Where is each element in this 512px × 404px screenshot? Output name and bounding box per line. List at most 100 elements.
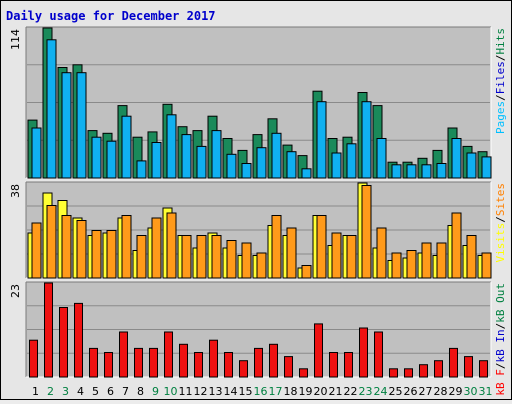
bar-kb-f-day-2 — [44, 282, 53, 378]
bar-files-day-25 — [391, 164, 402, 179]
bar-files-day-21 — [331, 152, 342, 179]
bar-files-day-20 — [316, 101, 327, 179]
bar-sites-day-20 — [316, 215, 327, 279]
bar-sites-day-22 — [346, 235, 357, 279]
x-tick-label: 18 — [284, 385, 298, 398]
x-tick-label: 10 — [164, 385, 178, 398]
x-tick-label: 21 — [329, 385, 343, 398]
bar-files-day-27 — [421, 164, 432, 179]
x-tick-label: 17 — [269, 385, 283, 398]
bar-kb-f-day-18 — [284, 356, 293, 378]
x-tick-label: 13 — [209, 385, 223, 398]
bar-sites-day-17 — [271, 215, 282, 279]
bar-files-day-5 — [91, 136, 102, 179]
bar-files-day-31 — [481, 156, 492, 179]
legend-entry: / — [494, 55, 507, 62]
legend-entry: Files — [494, 61, 507, 94]
x-tick-label: 26 — [404, 385, 418, 398]
bar-sites-day-13 — [211, 235, 222, 279]
bar-files-day-29 — [451, 138, 462, 179]
legend-entry: Sites — [494, 183, 507, 216]
bar-files-day-24 — [376, 138, 387, 179]
x-tick-label: 4 — [77, 385, 84, 398]
bar-files-day-18 — [286, 151, 297, 179]
bar-kb-f-day-14 — [224, 352, 233, 378]
bar-sites-day-15 — [241, 242, 252, 279]
bar-sites-day-19 — [301, 265, 312, 279]
bar-files-day-28 — [436, 163, 447, 179]
bar-sites-day-6 — [106, 230, 117, 279]
bar-files-day-6 — [106, 140, 117, 179]
bar-kb-f-day-17 — [269, 343, 278, 378]
x-tick-label: 2 — [47, 385, 54, 398]
bar-sites-day-28 — [436, 242, 447, 279]
x-tick-label: 7 — [122, 385, 129, 398]
bar-sites-day-8 — [136, 235, 147, 279]
bar-kb-f-day-7 — [119, 331, 128, 378]
bar-sites-day-1 — [31, 222, 42, 279]
bar-files-day-19 — [301, 168, 312, 179]
bar-files-day-1 — [31, 127, 42, 179]
bar-sites-day-23 — [361, 185, 372, 279]
bar-kb-f-day-31 — [479, 360, 488, 378]
x-tick-label: 8 — [137, 385, 144, 398]
bar-sites-day-30 — [466, 235, 477, 279]
bar-kb-f-day-6 — [104, 352, 113, 378]
bar-sites-day-3 — [61, 215, 72, 279]
bar-kb-f-day-10 — [164, 331, 173, 378]
x-tick-label: 6 — [107, 385, 114, 398]
bar-files-day-12 — [196, 145, 207, 179]
bar-files-day-22 — [346, 143, 357, 179]
legend-entry: Visits — [494, 223, 507, 263]
x-tick-label: 16 — [254, 385, 268, 398]
x-tick-label: 24 — [374, 385, 388, 398]
bar-sites-day-14 — [226, 240, 237, 279]
x-axis-day-labels: 1 2 3 4 5 6 7 8 9 10 11 12 13 14 15 16 17 18 19 20 21 22 23 24 2… — [32, 385, 493, 398]
legend-entry: Pages — [494, 101, 507, 134]
x-tick-label: 19 — [299, 385, 313, 398]
legend-entry: / — [494, 363, 507, 370]
legend-entry: / — [494, 94, 507, 101]
x-tick-label: 22 — [344, 385, 358, 398]
legend-kbytes: kB F/kB In/kB Out — [494, 283, 507, 396]
bar-kb-f-day-25 — [389, 368, 398, 378]
x-tick-label: 20 — [314, 385, 328, 398]
bar-files-day-16 — [256, 147, 267, 179]
bar-kb-f-day-21 — [329, 352, 338, 378]
bar-files-day-4 — [76, 72, 87, 179]
x-tick-label: 1 — [32, 385, 39, 398]
bar-sites-day-12 — [196, 235, 207, 279]
y-max-label: 23 — [9, 284, 22, 298]
x-tick-label: 28 — [434, 385, 448, 398]
bar-files-day-23 — [361, 101, 372, 179]
legend-entry: Hits — [494, 28, 507, 55]
panel-sites-visits: 38 Visits/Sites — [9, 181, 507, 279]
bar-kb-f-day-20 — [314, 323, 323, 378]
bar-kb-f-day-9 — [149, 347, 158, 378]
x-tick-label: 15 — [239, 385, 253, 398]
bar-files-day-9 — [151, 142, 162, 179]
y-max-label: 114 — [9, 29, 22, 50]
legend-sites-visits: Visits/Sites — [494, 183, 507, 263]
bar-kb-f-day-5 — [89, 347, 98, 378]
x-tick-label: 11 — [179, 385, 193, 398]
x-tick-label: 29 — [449, 385, 463, 398]
bar-kb-f-day-11 — [179, 343, 188, 378]
x-tick-label: 3 — [62, 385, 69, 398]
bar-sites-day-25 — [391, 252, 402, 279]
bar-files-day-15 — [241, 163, 252, 179]
x-tick-label: 23 — [359, 385, 373, 398]
chart-title: Daily usage for December 2017 — [6, 9, 216, 23]
bar-sites-day-18 — [286, 227, 297, 279]
bar-files-day-3 — [61, 72, 72, 179]
bar-files-day-10 — [166, 114, 177, 179]
bar-sites-day-11 — [181, 235, 192, 279]
legend-entry: kB Out — [494, 283, 507, 323]
bar-sites-day-4 — [76, 220, 87, 279]
bar-sites-day-9 — [151, 217, 162, 279]
y-max-label: 38 — [9, 184, 22, 198]
bar-sites-day-10 — [166, 212, 177, 279]
